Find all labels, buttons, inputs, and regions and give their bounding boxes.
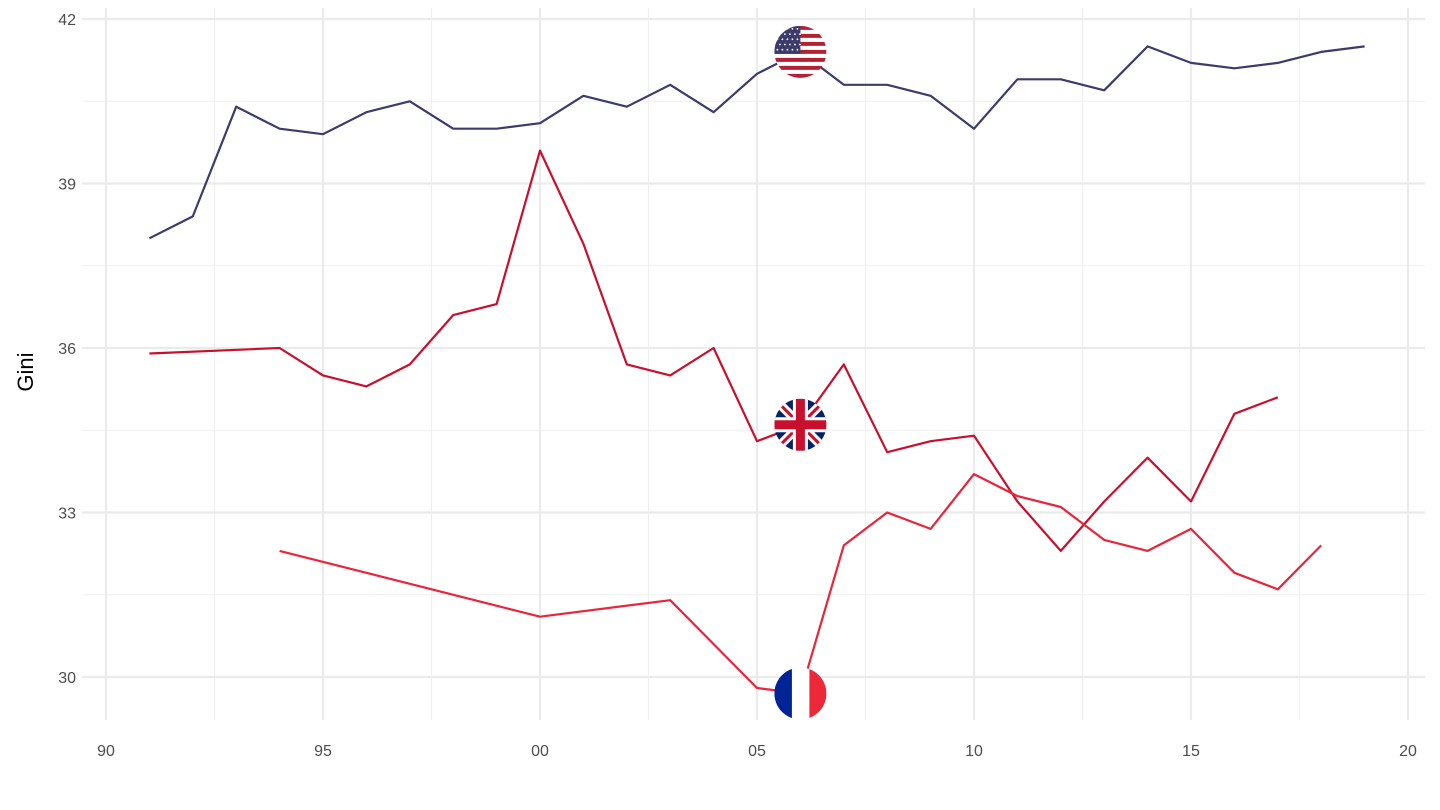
- y-tick-label: 33: [58, 506, 76, 523]
- x-tick-label: 90: [97, 743, 115, 760]
- minor-grid: [82, 8, 1425, 720]
- x-tick-label: 00: [531, 743, 549, 760]
- y-tick-label: 39: [58, 177, 76, 194]
- x-tick-label: 05: [748, 743, 766, 760]
- x-tick-label: 15: [1182, 743, 1200, 760]
- y-axis: 30 33 36 39 42: [58, 12, 76, 687]
- y-tick-label: 36: [58, 341, 76, 358]
- x-axis: 90 95 00 05 10 15 20: [97, 743, 1417, 760]
- x-tick-label: 20: [1399, 743, 1417, 760]
- uk-flag-icon: [774, 398, 827, 451]
- y-tick-label: 30: [58, 670, 76, 687]
- france-flag-icon: [774, 667, 827, 720]
- usa-flag-icon: [774, 25, 827, 78]
- x-tick-label: 10: [965, 743, 983, 760]
- series-line: [279, 473, 1322, 695]
- major-grid: [82, 8, 1425, 720]
- series-line: [149, 149, 1279, 552]
- y-axis-title: Gini: [13, 352, 38, 391]
- x-tick-label: 95: [314, 743, 332, 760]
- series-lines: [148, 45, 1365, 695]
- series-line: [148, 45, 1365, 240]
- series-flags: [774, 25, 827, 720]
- y-tick-label: 42: [58, 12, 76, 29]
